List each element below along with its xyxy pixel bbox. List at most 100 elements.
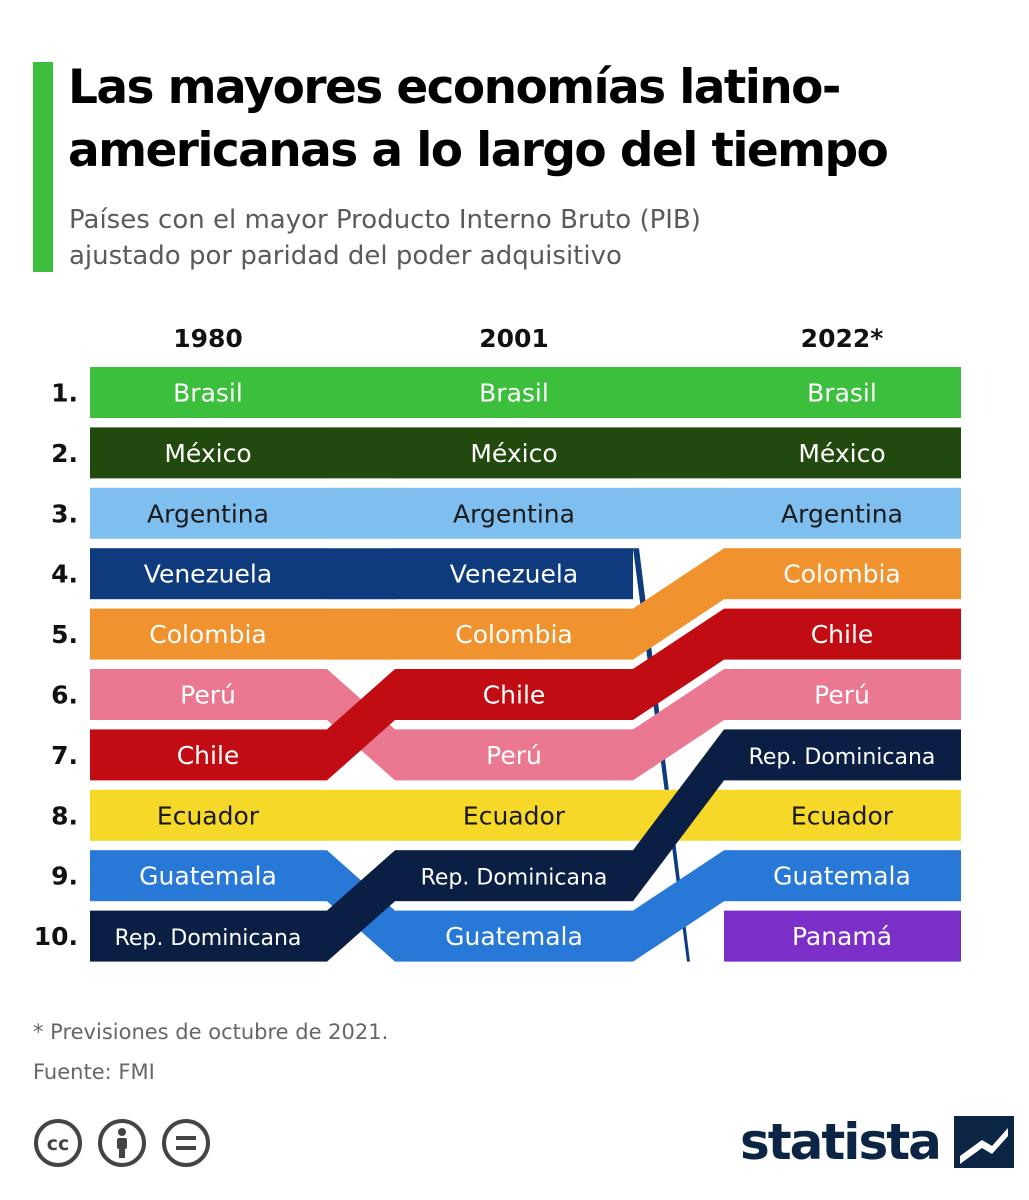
rank-label-6: 6.: [51, 681, 78, 710]
column-header-1: 2001: [479, 324, 549, 353]
chart-title: Las mayores economías latino- americanas…: [68, 56, 1018, 182]
series-brasil: Brasil Brasil Brasil: [90, 367, 961, 418]
bar-2001-argentina: [395, 487, 633, 539]
connector-0: [327, 608, 395, 660]
label-1980-chile: Chile: [177, 741, 240, 770]
connector-1: [633, 669, 724, 781]
svg-text:cc: cc: [47, 1133, 70, 1155]
connector-1: [633, 427, 724, 479]
label-2001-ecuador: Ecuador: [463, 801, 566, 830]
label-2022-per-: Perú: [814, 681, 870, 710]
connector-0: [327, 850, 395, 962]
bar-1980-brasil: [90, 367, 327, 418]
bar-2022-brasil: [724, 367, 961, 418]
rank-label-9: 9.: [51, 862, 78, 891]
bump-chart: 1980 2001 2022* 1. 2. 3. 4. 5. 6. 7. 8. 9. 10. Venezu…: [34, 324, 961, 962]
bar-1980-chile: [90, 729, 327, 781]
bar-2022-rep-dominicana: [724, 729, 961, 781]
label-2001-venezuela: Venezuela: [450, 560, 578, 589]
connector-0: [327, 789, 395, 841]
bar-2022-ecuador: [724, 789, 961, 841]
bar-2001-brasil: [395, 367, 633, 418]
title-accent-bar: [33, 62, 53, 272]
connector-1: [633, 850, 724, 962]
brand-name: statista: [740, 1113, 942, 1171]
label-1980-m-xico: México: [164, 439, 251, 468]
label-2022-ecuador: Ecuador: [791, 801, 894, 830]
bar-2022-per-: [724, 669, 961, 720]
series-argentina: Argentina Argentina Argentina: [90, 487, 961, 539]
footnote: * Previsiones de octubre de 2021.: [33, 1020, 389, 1044]
bar-2001-m-xico: [395, 427, 633, 479]
source-note: Fuente: FMI: [33, 1060, 155, 1084]
label-1980-argentina: Argentina: [147, 499, 269, 528]
series-colombia: Colombia Colombia Colombia: [90, 548, 961, 660]
connector-0: [327, 548, 395, 600]
connector-1: [633, 367, 724, 418]
bar-2001-colombia: [395, 608, 633, 660]
label-1980-per-: Perú: [180, 681, 236, 710]
bar-2001-per-: [395, 729, 633, 781]
bar-1980-venezuela: [90, 548, 327, 600]
label-2001-colombia: Colombia: [455, 620, 572, 649]
label-2022-m-xico: México: [798, 439, 885, 468]
bar-2001-chile: [395, 669, 633, 720]
rank-label-4: 4.: [51, 560, 78, 589]
bar-2022-colombia: [724, 548, 961, 600]
rank-label-10: 10.: [34, 922, 78, 951]
statista-brand[interactable]: statista: [740, 1112, 1014, 1172]
connector-0: [327, 669, 395, 781]
label-1980-rep-dominicana: Rep. Dominicana: [115, 926, 302, 951]
label-2022-guatemala: Guatemala: [773, 862, 911, 891]
label-2001-m-xico: México: [470, 439, 557, 468]
series-panam-: Panamá: [724, 910, 961, 962]
label-2001-guatemala: Guatemala: [445, 922, 583, 951]
bar-1980-argentina: [90, 487, 327, 539]
label-2001-brasil: Brasil: [479, 379, 549, 408]
connector-1: [633, 548, 724, 660]
label-2001-rep-dominicana: Rep. Dominicana: [421, 866, 608, 891]
label-1980-venezuela: Venezuela: [144, 560, 272, 589]
bar-2022-guatemala: [724, 850, 961, 902]
attribution-icon[interactable]: [97, 1118, 147, 1168]
rank-label-5: 5.: [51, 620, 78, 649]
series-ecuador: Ecuador Ecuador Ecuador: [90, 789, 961, 841]
subtitle-line-2: ajustado por paridad del poder adquisiti…: [69, 241, 622, 271]
series-per-: Perú Perú Perú: [90, 669, 961, 781]
bar-2022-panam-: [724, 910, 961, 962]
bar-1980-guatemala: [90, 850, 327, 902]
label-2022-brasil: Brasil: [807, 379, 877, 408]
bar-2001-rep-dominicana: [395, 850, 633, 902]
label-1980-ecuador: Ecuador: [157, 801, 260, 830]
title-line-2: americanas a lo largo del tiempo: [68, 123, 889, 178]
connector-0: [327, 367, 395, 418]
subtitle-line-1: Países con el mayor Producto Interno Bru…: [69, 205, 701, 235]
bar-2022-m-xico: [724, 427, 961, 479]
label-2001-argentina: Argentina: [453, 499, 575, 528]
label-2022-argentina: Argentina: [781, 499, 903, 528]
connector-1: [633, 608, 724, 720]
connector-1: [633, 729, 724, 902]
rank-label-8: 8.: [51, 801, 78, 830]
label-2022-panam-: Panamá: [792, 922, 892, 951]
bar-2001-venezuela: [395, 548, 633, 600]
statista-logo-icon: [953, 1116, 1014, 1168]
bar-2022-argentina: [724, 487, 961, 539]
cc-icon[interactable]: cc: [33, 1118, 83, 1168]
no-derivatives-icon[interactable]: [161, 1118, 211, 1168]
bar-2001-guatemala: [395, 910, 633, 962]
bar-1980-colombia: [90, 608, 327, 660]
connector-1: [633, 487, 724, 539]
rank-label-2: 2.: [51, 439, 78, 468]
bar-1980-per-: [90, 669, 327, 720]
label-1980-colombia: Colombia: [149, 620, 266, 649]
label-2022-colombia: Colombia: [783, 560, 900, 589]
series-rep-dominicana: Rep. Dominicana Rep. Dominicana Rep. Domin…: [90, 729, 961, 962]
series-venezuela: Venezuela Venezuela: [90, 548, 690, 962]
series-guatemala: Guatemala Guatemala Guatemala: [90, 850, 961, 962]
bar-2001-ecuador: [395, 789, 633, 841]
rank-label-3: 3.: [51, 499, 78, 528]
label-2001-per-: Perú: [486, 741, 542, 770]
column-header-0: 1980: [173, 324, 243, 353]
rank-label-7: 7.: [51, 741, 78, 770]
